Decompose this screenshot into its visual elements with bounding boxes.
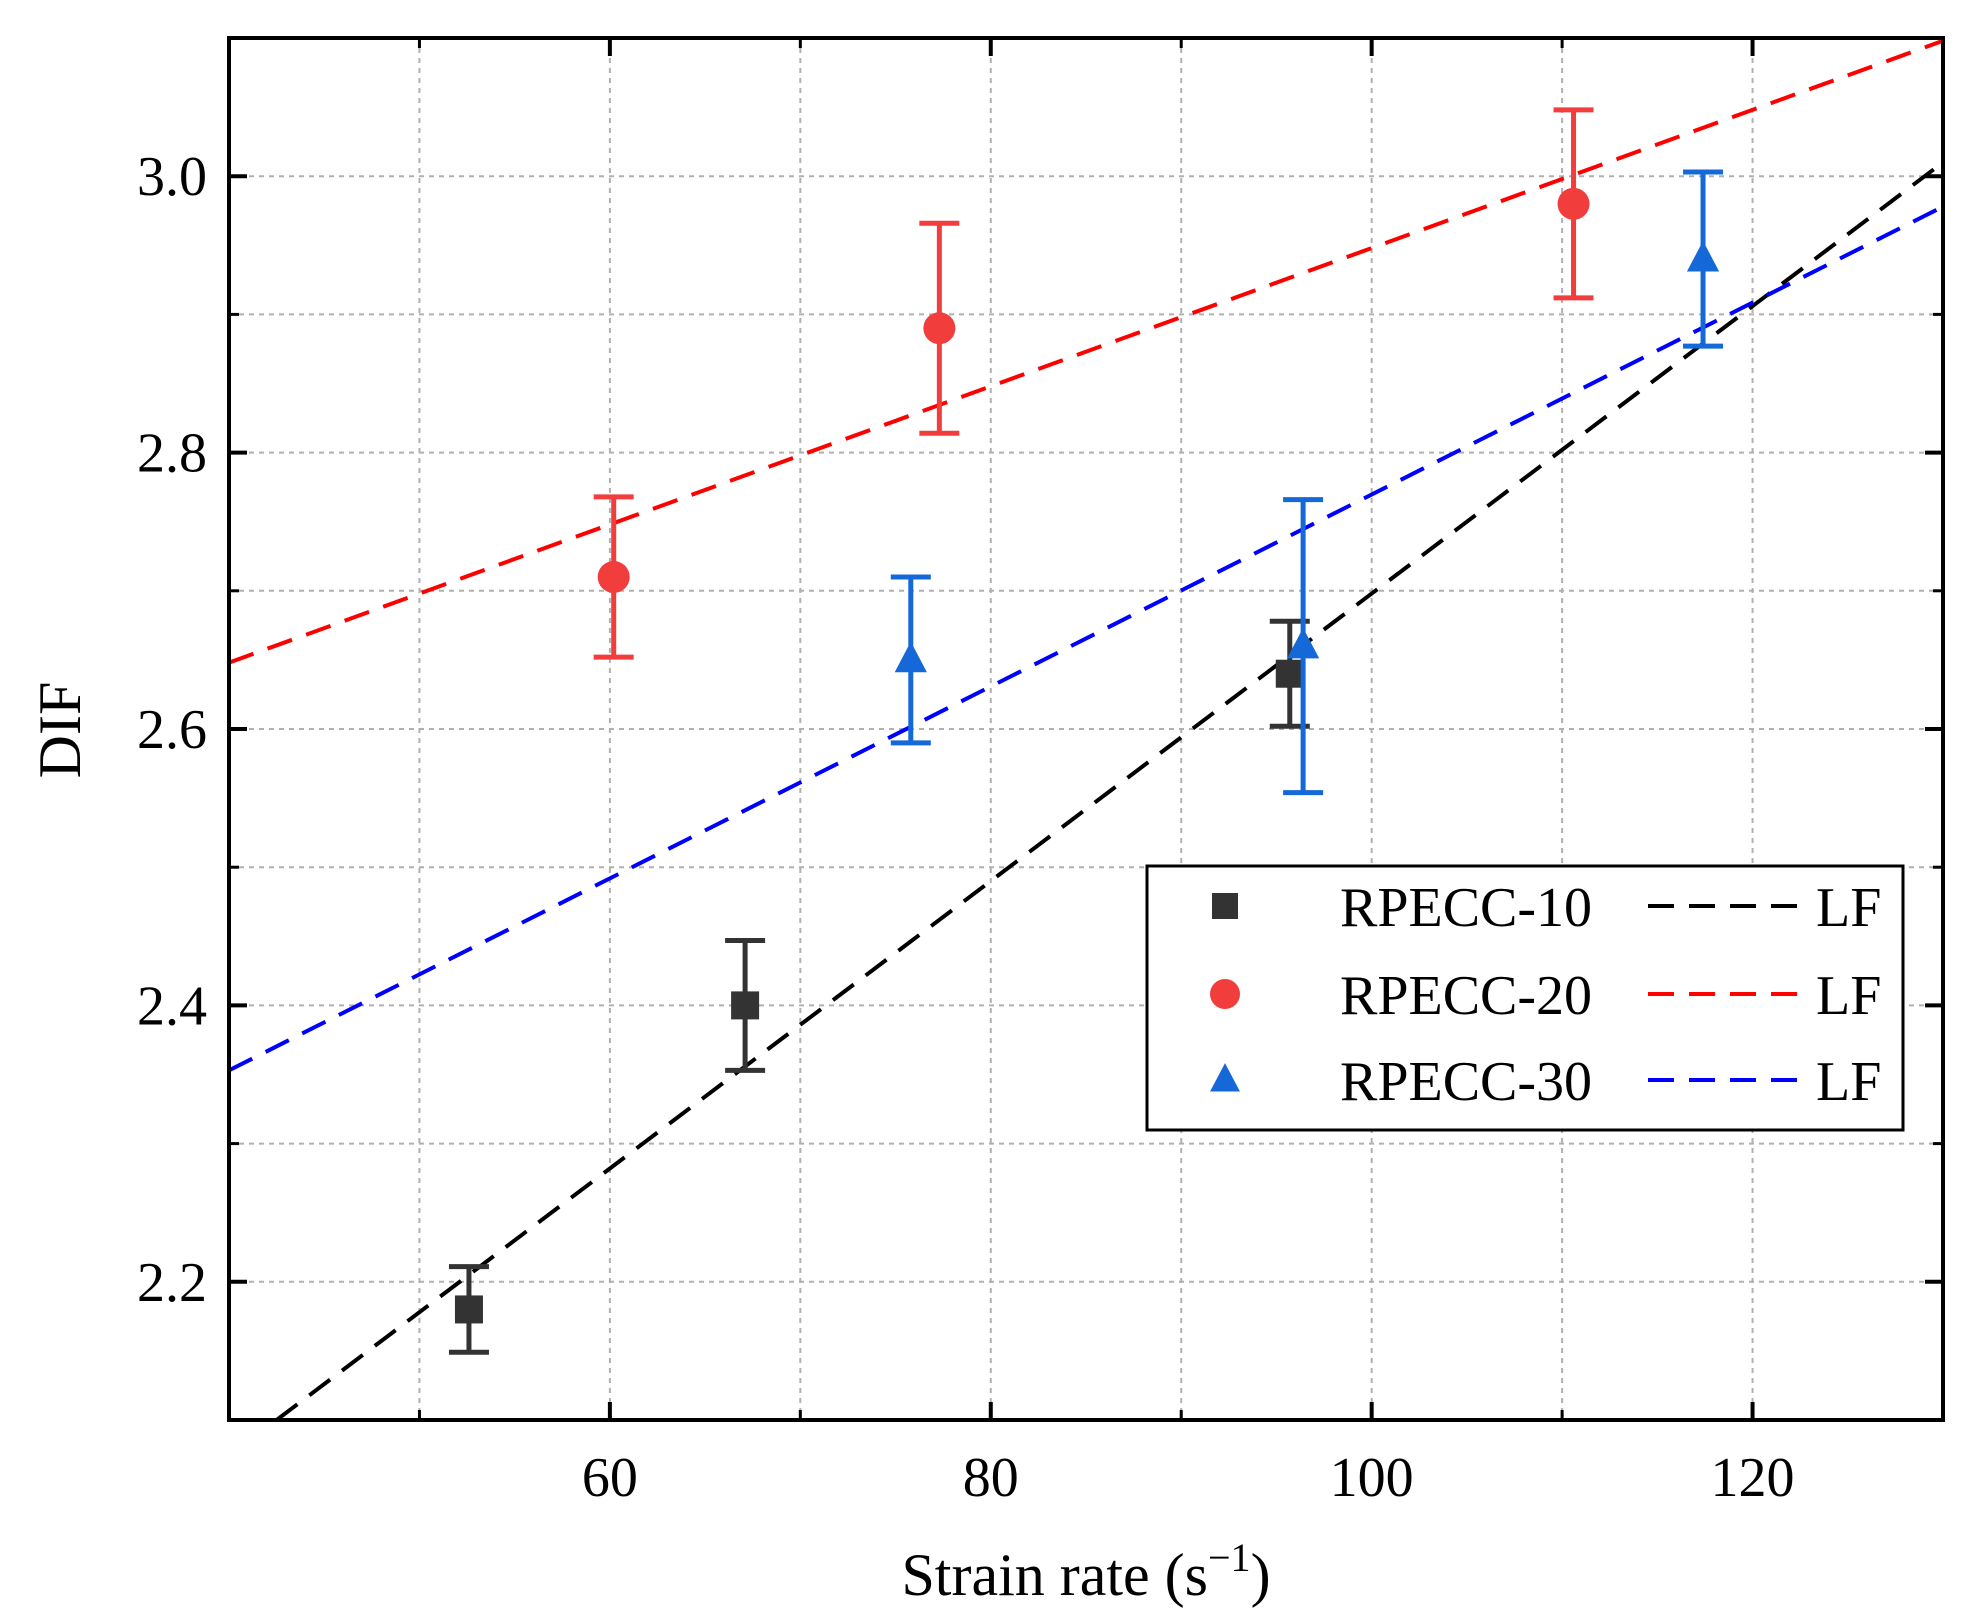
y-tick-label: 2.4: [137, 975, 207, 1037]
legend-fit-label: LF: [1816, 965, 1881, 1027]
legend-label-rpecc-10: RPECC-10: [1340, 877, 1592, 939]
legend-box: [1145, 864, 1905, 1132]
data-point-rpecc-10: [454, 1295, 483, 1324]
x-tick-label: 80: [963, 1447, 1019, 1509]
y-tick-label: 2.2: [137, 1252, 207, 1314]
grid: [229, 38, 1943, 1420]
fit-line-rpecc-30: [229, 204, 1943, 1073]
x-axis-title-sup: −1: [1208, 1535, 1251, 1580]
legend-label-rpecc-20: RPECC-20: [1340, 965, 1592, 1027]
axis-ticks: [229, 38, 1943, 1420]
data-point-rpecc-30: [1686, 240, 1720, 272]
x-axis-title-main: Strain rate (s: [901, 1542, 1208, 1608]
x-axis-title: Strain rate (s−1): [901, 1535, 1270, 1608]
x-tick-label: 100: [1330, 1447, 1414, 1509]
y-tick-label: 2.8: [137, 423, 207, 485]
data-point-rpecc-10: [731, 991, 760, 1020]
plot-frame: [227, 36, 1945, 1422]
legend: RPECC-10 LF RPECC-20 LF RPECC-30 LF: [1145, 864, 1905, 1132]
legend-marker-rpecc-30: [1210, 1063, 1240, 1092]
y-tick-label: 3.0: [137, 146, 207, 208]
data-point-rpecc-10: [1275, 659, 1304, 688]
tick-labels: 60 80 100 120 2.2 2.4 2.6 2.8 3.0: [137, 146, 1795, 1509]
x-axis-title-close: ): [1251, 1542, 1271, 1608]
x-tick-label: 60: [582, 1447, 638, 1509]
data-point-rpecc-20: [923, 312, 956, 345]
legend-label-rpecc-30: RPECC-30: [1340, 1051, 1592, 1113]
y-tick-label: 2.6: [137, 699, 207, 761]
legend-fit-label: LF: [1816, 1051, 1881, 1113]
data-point-rpecc-30: [894, 641, 927, 673]
data-point-rpecc-20: [597, 560, 630, 593]
data-points: [448, 107, 1724, 1355]
fit-line-rpecc-20: [229, 38, 1943, 665]
x-tick-label: 120: [1711, 1447, 1795, 1509]
y-axis-title: DIF: [27, 682, 93, 779]
fit-lines: [229, 38, 1943, 1420]
legend-marker-rpecc-20: [1210, 979, 1240, 1009]
legend-fit-label: LF: [1816, 877, 1881, 939]
data-point-rpecc-20: [1557, 187, 1590, 220]
fit-line-rpecc-10: [275, 160, 1943, 1420]
data-point-rpecc-30: [1287, 627, 1320, 659]
legend-marker-rpecc-10: [1212, 893, 1238, 919]
